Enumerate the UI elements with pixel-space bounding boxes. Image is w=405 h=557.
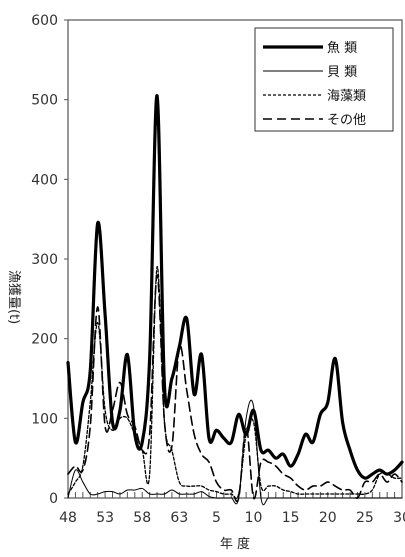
x-tick-label: 25 [356,510,374,526]
x-tick-label: 5 [212,510,221,526]
series-line-2 [67,399,403,506]
y-axis-label: 漁獲量(t) [6,270,21,324]
y-tick-label: 0 [49,491,58,507]
legend-label-1: 魚 類 [327,41,357,56]
x-tick-label: 53 [96,510,114,526]
x-tick-label: 10 [245,510,263,526]
series-layer [66,94,404,506]
x-tick-label: 63 [170,510,188,526]
x-tick-label: 15 [282,510,300,526]
y-tick-label: 400 [31,172,58,188]
y-tick-label: 100 [31,411,58,427]
x-tick-label: 58 [133,510,151,526]
series-line-4 [67,274,403,503]
legend-label-2: 貝 類 [327,65,357,80]
series-line-1 [66,94,404,480]
series-line-3 [67,266,403,500]
legend-box [254,27,394,132]
y-tick-label: 600 [31,13,58,29]
x-tick-label: 30 [393,510,405,526]
legend-label-3: 海藻類 [327,89,366,104]
x-tick-label: 48 [59,510,77,526]
y-tick-label: 300 [31,252,58,268]
y-tick-label: 500 [31,93,58,109]
x-axis: 48 53 58 63 5 10 15 20 25 30 [59,492,405,526]
x-axis-label: 年 度 [220,536,250,552]
x-tick-label: 20 [319,510,337,526]
legend-label-4: その他 [327,113,366,128]
y-tick-label: 200 [31,332,58,348]
y-axis: 0 100 200 300 400 500 600 [31,13,68,507]
